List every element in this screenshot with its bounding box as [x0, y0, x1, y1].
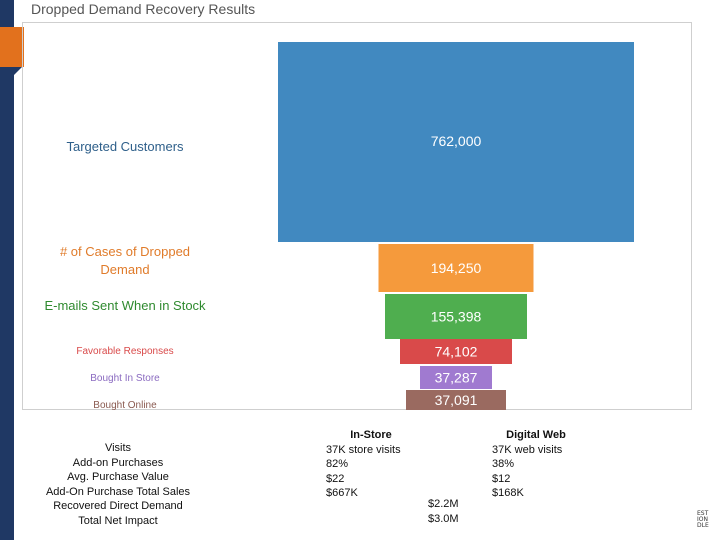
funnel-bar-6	[406, 390, 506, 410]
row-label-total-sales: Add-On Purchase Total Sales	[45, 485, 191, 498]
in-store-avg-value: $22	[326, 472, 345, 485]
row-label-net-impact: Total Net Impact	[78, 514, 158, 527]
funnel-value-label-4: 74,102	[435, 344, 478, 360]
in-store-addon: 82%	[326, 458, 349, 470]
corner-logo: EST ION DLE	[697, 510, 709, 529]
funnel-chart: 762,000 194,250 155,398 74,102 37,287 37,091	[278, 42, 634, 410]
funnel-bar-4	[400, 339, 512, 364]
digital-addon: 38%	[492, 458, 515, 470]
funnel-bar-3	[385, 294, 527, 339]
funnel-value-label-2: 194,250	[431, 260, 482, 276]
digital-avg-value: $12	[492, 472, 511, 485]
funnel-bar-2	[378, 244, 534, 292]
funnel-bar-5	[420, 366, 492, 389]
funnel-value-label-3: 155,398	[431, 309, 482, 325]
funnel-stage-label-4: Favorable Responses	[76, 346, 174, 357]
in-store-header: In-Store	[350, 429, 392, 441]
accent-tab	[0, 27, 24, 67]
funnel-stage-label-3: E-mails Sent When in Stock	[44, 298, 206, 313]
tab-notch	[14, 67, 22, 75]
row-label-avg-value: Avg. Purchase Value	[67, 471, 169, 483]
digital-header: Digital Web	[506, 429, 566, 441]
funnel-stage-label-2: # of Cases of Dropped Demand	[59, 244, 191, 277]
chart-frame	[22, 22, 692, 410]
left-edge-strip	[0, 0, 14, 540]
funnel-stage-label-6: Bought Online	[93, 400, 157, 411]
digital-visits: 37K web visits	[492, 443, 563, 456]
row-label-addon: Add-on Purchases	[72, 456, 164, 469]
recovered-direct-demand-value: $2.2M	[428, 498, 459, 510]
digital-total-sales: $168K	[492, 487, 524, 499]
combined-column: $2.2M $3.0M	[428, 497, 488, 526]
row-label-recovered-demand: Recovered Direct Demand	[53, 500, 183, 512]
funnel-stage-label-1: Targeted Customers	[66, 139, 184, 154]
in-store-total-sales: $667K	[326, 487, 358, 499]
funnel-stage-label-5: Bought In Store	[90, 373, 160, 384]
row-label-visits: Visits	[104, 442, 132, 454]
funnel-bar-1	[278, 42, 634, 242]
in-store-visits: 37K store visits	[326, 443, 401, 456]
page-title: Dropped Demand Recovery Results	[31, 1, 256, 17]
total-net-impact-value: $3.0M	[428, 512, 459, 525]
funnel-value-label-1: 762,000	[431, 133, 482, 149]
in-store-column: In-Store 37K store visits 82% $22 $667K	[326, 428, 416, 501]
funnel-value-label-5: 37,287	[435, 370, 478, 386]
funnel-value-label-6: 37,091	[435, 392, 478, 408]
summary-row-labels: Visits Add-on Purchases Avg. Purchase Va…	[34, 441, 202, 528]
digital-column: Digital Web 37K web visits 38% $12 $168K	[492, 428, 580, 501]
